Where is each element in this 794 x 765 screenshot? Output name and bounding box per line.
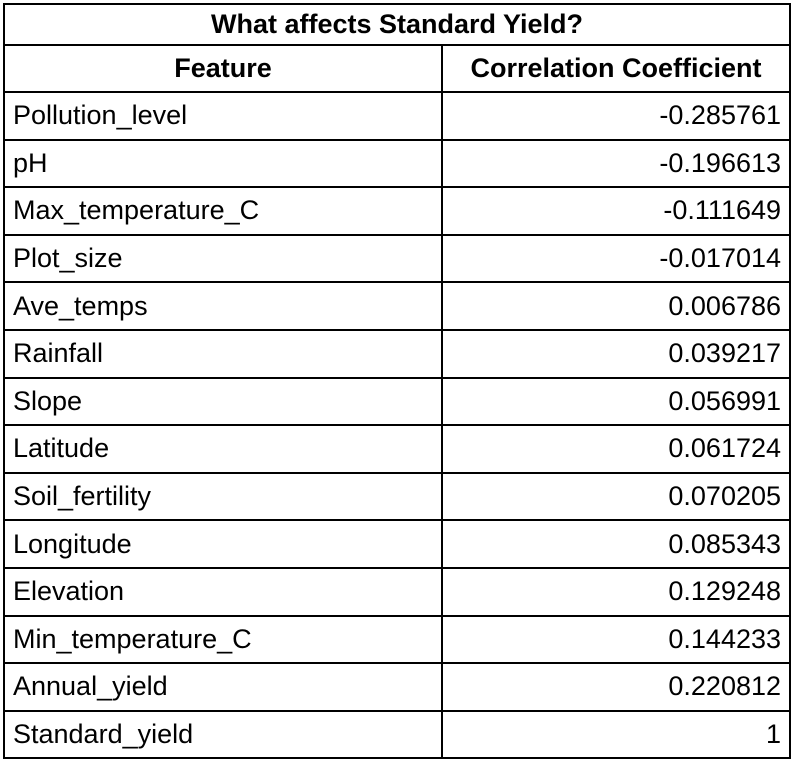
feature-cell: Elevation — [3, 566, 443, 617]
table-row: Slope 0.056991 — [3, 376, 792, 427]
correlation-cell: -0.017014 — [440, 233, 792, 284]
table-row: Plot_size -0.017014 — [3, 233, 792, 284]
correlation-cell: 0.129248 — [440, 566, 792, 617]
table-row: Rainfall 0.039217 — [3, 328, 792, 379]
table-row: Ave_temps 0.006786 — [3, 281, 792, 331]
table-row: Max_temperature_C -0.111649 — [3, 186, 792, 236]
column-header-feature: Feature — [3, 44, 443, 93]
table-title: What affects Standard Yield? — [2, 3, 792, 46]
feature-cell: Annual_yield — [3, 662, 443, 712]
correlation-cell: 0.220812 — [440, 662, 792, 712]
feature-cell: Soil_fertility — [3, 471, 443, 522]
feature-cell: Latitude — [3, 424, 443, 474]
correlation-cell: 0.039217 — [440, 328, 792, 379]
feature-cell: Ave_temps — [3, 281, 443, 331]
table-row: Standard_yield 1 — [3, 709, 792, 760]
table-header-row: Feature Correlation Coefficient — [3, 44, 792, 93]
table-row: Latitude 0.061724 — [3, 424, 792, 474]
table-title-row: What affects Standard Yield? — [2, 3, 792, 46]
correlation-cell: 0.061724 — [440, 424, 792, 474]
correlation-cell: 0.070205 — [440, 471, 792, 522]
column-header-correlation: Correlation Coefficient — [440, 44, 792, 93]
correlation-cell: -0.285761 — [440, 91, 792, 141]
feature-cell: Min_temperature_C — [3, 614, 443, 665]
correlation-table: What affects Standard Yield? Feature Cor… — [2, 3, 792, 760]
feature-cell: Rainfall — [3, 328, 443, 379]
correlation-cell: 0.144233 — [440, 614, 792, 665]
correlation-cell: -0.111649 — [440, 186, 792, 236]
correlation-cell: 0.085343 — [440, 519, 792, 569]
table-row: Longitude 0.085343 — [3, 519, 792, 569]
feature-cell: pH — [3, 138, 443, 189]
feature-cell: Max_temperature_C — [3, 186, 443, 236]
correlation-table-container: What affects Standard Yield? Feature Cor… — [2, 3, 792, 760]
feature-cell: Standard_yield — [3, 709, 443, 760]
feature-cell: Pollution_level — [3, 91, 443, 141]
correlation-cell: 0.006786 — [440, 281, 792, 331]
table-row: Annual_yield 0.220812 — [3, 662, 792, 712]
table-row: Pollution_level -0.285761 — [3, 91, 792, 141]
table-row: Soil_fertility 0.070205 — [3, 471, 792, 522]
correlation-cell: 0.056991 — [440, 376, 792, 427]
table-row: pH -0.196613 — [3, 138, 792, 189]
feature-cell: Slope — [3, 376, 443, 427]
correlation-cell: -0.196613 — [440, 138, 792, 189]
table-row: Elevation 0.129248 — [3, 566, 792, 617]
table-row: Min_temperature_C 0.144233 — [3, 614, 792, 665]
correlation-cell: 1 — [440, 709, 792, 760]
feature-cell: Plot_size — [3, 233, 443, 284]
feature-cell: Longitude — [3, 519, 443, 569]
